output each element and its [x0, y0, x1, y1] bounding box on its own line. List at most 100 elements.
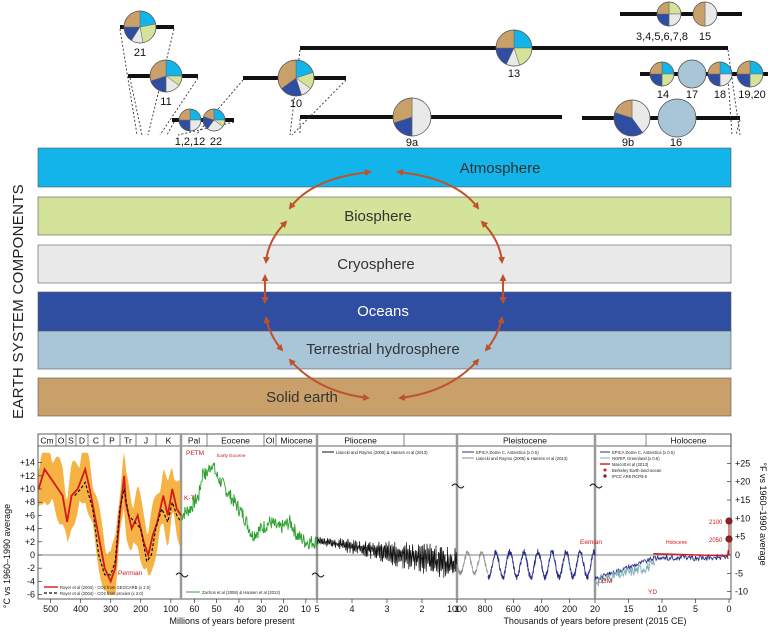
period-cm: Cm [40, 436, 53, 446]
pie-11 [149, 59, 183, 93]
pie-label-19-20: 19,20 [738, 89, 766, 101]
band-solid-earth [37, 377, 732, 417]
xtick: 0 [726, 604, 731, 614]
xtick: 60 [189, 604, 199, 614]
pie-label-18: 18 [714, 89, 726, 101]
ytick-right: +15 [735, 495, 750, 505]
arrow-atmos-bio-right [396, 169, 480, 210]
y-axis-title-right: °F vs 1960–1990 average [758, 462, 768, 565]
ytick-left: +8 [25, 497, 35, 507]
period-s: S [68, 436, 74, 446]
arrow-bio-cryo-left [262, 220, 288, 264]
ytick-left: +10 [20, 484, 35, 494]
period-p: P [109, 436, 115, 446]
band-biosphere [37, 196, 732, 236]
band-atmosphere [37, 147, 732, 188]
legend-lisiecki: Lisiecki and Raymo (2005) & Hansen et al… [322, 450, 428, 455]
period-d: D [79, 436, 85, 446]
x-axis-title-myr: Millions of years before present [169, 616, 295, 626]
pie-label-13: 13 [508, 68, 520, 80]
arrow-bio-cryo-right [480, 220, 506, 264]
xtick: 400 [534, 604, 549, 614]
series-royer-proxies [74, 481, 182, 576]
annotation-eemian: Eemian [580, 539, 602, 546]
period-header: Cm O S D C P Tr J K Pal Eocene Ol Miocene Pliocene Ple… [40, 434, 732, 446]
xtick: 600 [506, 604, 521, 614]
arrow-atmos-bio-left [288, 169, 372, 210]
period-miocene: Miocene [280, 436, 312, 446]
series-marcott [653, 549, 729, 557]
annotation-2050: 2050 [709, 538, 723, 544]
series-lisiecki-raymo [316, 536, 458, 578]
arrow-terr-solid-left [288, 358, 370, 401]
pie-label-15: 15 [699, 31, 711, 43]
pie-15 [692, 1, 718, 27]
annotation-kt: K-T [184, 495, 195, 502]
xtick: 10 [657, 604, 667, 614]
x-axis-title-kyr: Thousands of years before present (2015 … [503, 616, 686, 626]
ytick-left: -6 [27, 590, 35, 600]
pie-15-slice-solid_earth [692, 1, 706, 27]
interaction-arrows [261, 169, 507, 401]
connector-lines [119, 28, 741, 136]
annotation-lgm: LGM [598, 578, 612, 585]
ytick-right: +20 [735, 477, 750, 487]
y-axis-title-left: °C vs 1960–1990 average [2, 504, 12, 608]
ytick-left: +14 [20, 458, 35, 468]
arrow-oceans-terr-right [484, 316, 505, 352]
ytick-left: -4 [27, 576, 35, 586]
legend-royer: Royer et al (2004) - CO2 from GEOCARB (x… [44, 585, 151, 596]
pie-10 [277, 59, 315, 97]
xtick: 800 [478, 604, 493, 614]
xtick: 30 [256, 604, 266, 614]
annotation-yd: YD [648, 589, 657, 596]
xtick: 50 [212, 604, 222, 614]
legend-zachos: Zachos et al (2008) & Hansen et al (2013… [186, 590, 281, 595]
annotation-holocene: Holocene [666, 540, 687, 546]
component-bands: Atmosphere Biosphere Cryosphere Oceans T… [37, 147, 732, 417]
xtick: 10 [301, 604, 311, 614]
arrow-terr-solid-right [398, 358, 480, 401]
series-royer-uncertainty-band [38, 452, 181, 595]
pie-13 [495, 29, 533, 67]
ytick-right: -5 [735, 568, 743, 578]
xtick: 300 [103, 604, 118, 614]
legend-royer-geocarb: Royer et al (2004) - CO2 from GEOCARB (x… [60, 585, 151, 590]
band-label-cryosphere: Cryosphere [337, 256, 415, 273]
xtick: 5 [693, 604, 698, 614]
right-y-ticks: +25 +20 +15 +10 +5 0 -5 -10 [727, 458, 750, 597]
legend-epica-text: EPICA Dome C, Antarctica (x 0.5) [476, 450, 539, 455]
arrow-oceans-terr-left [263, 316, 284, 352]
legend-epica2-text: EPICA Dome C, Antarctica (x 0.5) [612, 450, 675, 455]
period-ol: Ol [266, 436, 275, 446]
pie-label-22: 22 [210, 136, 222, 148]
pie-16 [657, 98, 697, 138]
projection-markers [725, 517, 733, 555]
ytick-right: +5 [735, 532, 745, 542]
ytick-left: +12 [20, 471, 35, 481]
xtick: 15 [623, 604, 633, 614]
legend-pleistocene: EPICA Dome C, Antarctica (x 0.5) Lisieck… [462, 450, 568, 461]
period-holocene: Holocene [671, 436, 707, 446]
legend-ngrip-text: NGRIP, Greenland (x 0.5) [612, 456, 660, 461]
band-oceans [37, 291, 732, 332]
left-y-ticks: +14 +12 +10 +8 +6 +4 +2 0 -2 -4 -6 [20, 458, 42, 600]
pie-label-9b: 9b [622, 137, 634, 149]
period-c: C [93, 436, 99, 446]
series-epica-dome-c [487, 548, 596, 581]
legend-ipcc-text: IPCC AR5 RCP8.5 [612, 474, 648, 479]
xtick: 40 [234, 604, 244, 614]
xtick: 2 [419, 604, 424, 614]
xtick: 5 [314, 604, 319, 614]
ytick-left: 0 [30, 550, 35, 560]
temperature-chart: Cm O S D C P Tr J K Pal Eocene Ol Miocene Pliocene Ple… [2, 433, 768, 626]
pie-15-slice-cryosphere [704, 1, 718, 27]
xtick: 4 [349, 604, 354, 614]
legend-holocene: EPICA Dome C, Antarctica (x 0.5) NGRIP, … [600, 450, 675, 479]
legend-lisiecki2-text: Lisiecki and Raymo (2005) & Hansen et al… [476, 456, 568, 461]
period-tr: Tr [124, 436, 132, 446]
period-j: J [144, 436, 148, 446]
ytick-right: +10 [735, 513, 750, 523]
